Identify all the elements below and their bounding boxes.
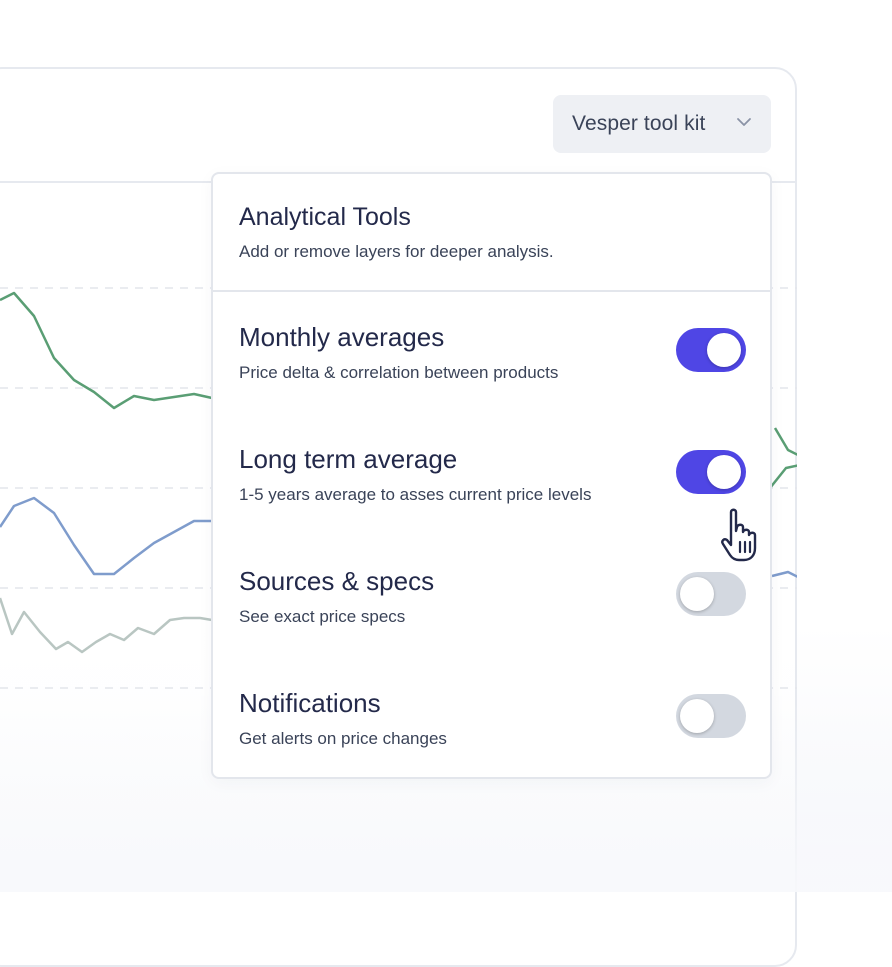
toggle-knob [680, 577, 714, 611]
option-monthly-averages: Monthly averages Price delta & correlati… [213, 322, 770, 412]
toggle-knob [707, 333, 741, 367]
toggle-knob [680, 699, 714, 733]
toggle-notifications[interactable] [676, 694, 746, 738]
series-line-grey [0, 597, 213, 654]
option-description: See exact price specs [239, 607, 406, 626]
option-title: Long term average [239, 444, 458, 474]
analytical-tools-dropdown: Analytical Tools Add or remove layers fo… [211, 172, 772, 779]
option-title: Notifications [239, 688, 381, 718]
series-line-green-right [769, 464, 797, 489]
option-sources-specs: Sources & specs See exact price specs [213, 566, 770, 656]
dropdown-header: Analytical Tools Add or remove layers fo… [213, 174, 770, 292]
dropdown-subtitle: Add or remove layers for deeper analysis… [239, 242, 554, 261]
toolkit-select[interactable]: Vesper tool kit [553, 95, 771, 153]
toggle-knob [707, 455, 741, 489]
option-title: Monthly averages [239, 322, 445, 352]
toggle-long-term-average[interactable] [676, 450, 746, 494]
option-description: Get alerts on price changes [239, 729, 447, 748]
option-long-term-average: Long term average 1-5 years average to a… [213, 444, 770, 534]
hand-pointer-icon [721, 508, 757, 562]
toggle-sources-specs[interactable] [676, 572, 746, 616]
option-notifications: Notifications Get alerts on price change… [213, 688, 770, 778]
option-description: Price delta & correlation between produc… [239, 363, 559, 382]
series-line-green [0, 291, 213, 410]
series-line-green-right-2 [773, 427, 797, 456]
option-description: 1-5 years average to asses current price… [239, 485, 592, 504]
option-title: Sources & specs [239, 566, 435, 596]
series-line-blue-right [771, 570, 797, 578]
dropdown-title: Analytical Tools [239, 203, 411, 231]
chevron-down-icon [737, 118, 751, 126]
toolkit-select-label: Vesper tool kit [572, 112, 706, 135]
series-line-blue [0, 496, 212, 576]
toggle-monthly-averages[interactable] [676, 328, 746, 372]
